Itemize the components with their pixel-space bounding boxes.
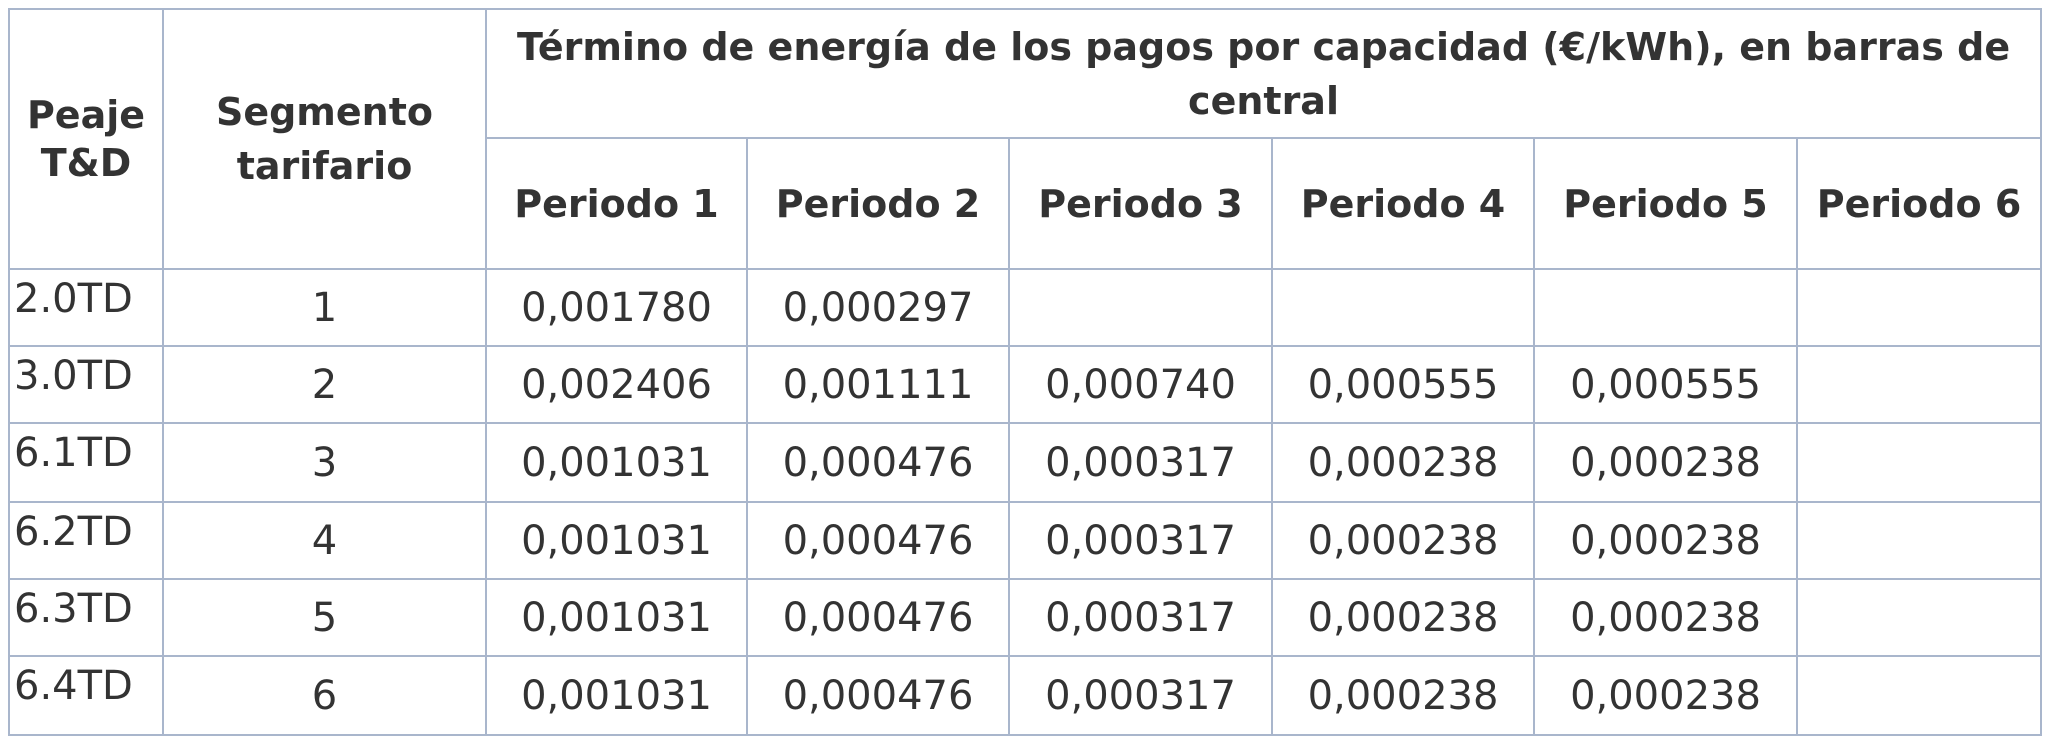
segmento-cell: 1 [162,268,487,347]
value-cell: 0,000476 [746,501,1010,580]
header-row: Peaje T&D Segmento tarifario Término de … [8,8,2043,270]
value-cell: 0,001111 [746,345,1010,424]
value-cell: 0,000238 [1533,655,1798,736]
value-cell: 0,000555 [1271,345,1535,424]
table-row: 3.0TD 2 0,002406 0,001111 0,000740 0,000555 0,… [8,345,2043,424]
peaje-cell: 6.2TD [8,501,164,580]
segmento-cell: 6 [162,655,487,736]
period-header: Periodo 6 [1795,137,2043,270]
peaje-cell: 6.4TD [8,655,164,736]
period-header: Periodo 1 [485,137,748,270]
value-cell: 0,000317 [1008,578,1273,657]
value-cell: 0,000297 [746,268,1010,347]
value-cell: 0,000317 [1008,422,1273,503]
peaje-cell: 3.0TD [8,345,164,424]
empty-cell [1795,345,2043,424]
empty-cell [1795,422,2043,503]
empty-cell [1795,268,2043,347]
peaje-cell: 6.3TD [8,578,164,657]
value-cell: 0,001031 [485,578,748,657]
value-cell: 0,001780 [485,268,748,347]
segmento-cell: 3 [162,422,487,503]
value-cell: 0,000238 [1271,578,1535,657]
value-cell: 0,001031 [485,501,748,580]
table-header: Peaje T&D Segmento tarifario Término de … [8,8,2043,270]
peaje-cell: 2.0TD [8,268,164,347]
value-cell: 0,000238 [1533,422,1798,503]
period-header: Periodo 3 [1008,137,1273,270]
segmento-cell: 5 [162,578,487,657]
table-body: 2.0TD 1 0,001780 0,000297 3.0TD 2 0,002406 0,00… [8,268,2043,736]
value-cell: 0,000238 [1271,422,1535,503]
empty-cell [1533,268,1798,347]
value-cell: 0,000476 [746,422,1010,503]
value-cell: 0,000238 [1271,655,1535,736]
empty-cell [1795,501,2043,580]
segmento-cell: 2 [162,345,487,424]
header-row: Periodo 1 Periodo 2 Periodo 3 Periodo 4 Peri… [9,137,2043,270]
table-row: 6.1TD 3 0,001031 0,000476 0,000317 0,000238 0,… [8,422,2043,503]
table-row: 6.3TD 5 0,001031 0,000476 0,000317 0,000238 0,… [8,578,2043,657]
value-cell: 0,000740 [1008,345,1273,424]
value-cell: 0,000238 [1533,578,1798,657]
segmento-header: Segmento tarifario [162,8,487,270]
table-row: 6.2TD 4 0,001031 0,000476 0,000317 0,000238 0,… [8,501,2043,580]
value-cell: 0,000476 [746,655,1010,736]
value-cell: 0,000317 [1008,655,1273,736]
value-cell: 0,000476 [746,578,1010,657]
value-cell: 0,001031 [485,422,748,503]
period-header: Periodo 4 [1271,137,1535,270]
empty-cell [1795,655,2043,736]
period-header: Periodo 2 [746,137,1010,270]
value-cell: 0,001031 [485,655,748,736]
value-cell: 0,002406 [485,345,748,424]
empty-cell [1008,268,1273,347]
group-header: Término de energía de los pagos por capa… [484,8,2043,139]
segmento-cell: 4 [162,501,487,580]
peaje-cell: 6.1TD [8,422,164,503]
value-cell: 0,000555 [1533,345,1798,424]
empty-cell [1795,578,2043,657]
capacity-table: Peaje T&D Segmento tarifario Término de … [8,8,2043,736]
value-cell: 0,000238 [1533,501,1798,580]
period-header: Periodo 5 [1533,137,1798,270]
table-row: 6.4TD 6 0,001031 0,000476 0,000317 0,000238 0,… [8,655,2043,736]
table-row: 2.0TD 1 0,001780 0,000297 [8,268,2043,347]
empty-cell [1271,268,1535,347]
value-cell: 0,000317 [1008,501,1273,580]
peaje-header: Peaje T&D [8,8,164,270]
value-cell: 0,000238 [1271,501,1535,580]
